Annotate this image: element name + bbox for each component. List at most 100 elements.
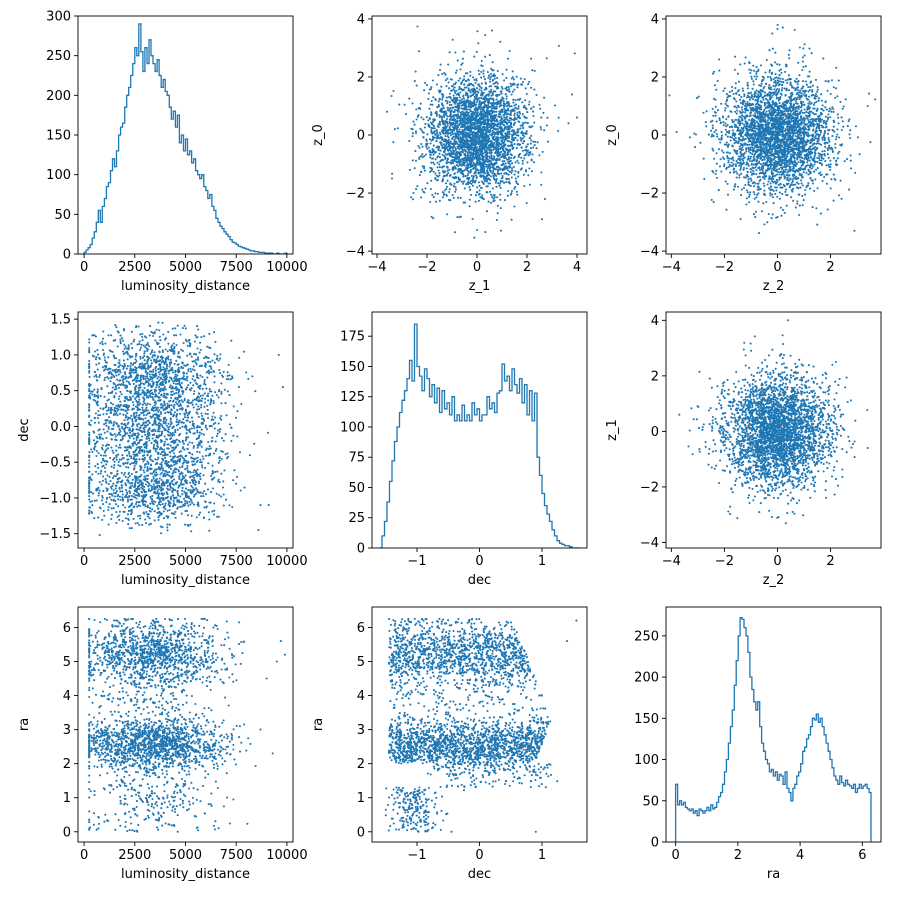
scatter-point (828, 144, 831, 147)
scatter-point (451, 194, 454, 197)
scatter-point (488, 133, 492, 136)
x-tick-label: 0 (473, 260, 481, 275)
scatter-point (735, 170, 738, 173)
scatter-point (498, 116, 501, 119)
scatter-point (764, 119, 767, 122)
scatter-point (466, 157, 469, 160)
scatter-point (469, 170, 472, 173)
scatter-point (771, 193, 774, 196)
scatter-point (429, 200, 432, 204)
scatter-point (517, 155, 520, 159)
scatter-point (493, 141, 496, 144)
scatter-point (780, 214, 783, 217)
scatter-point (481, 107, 484, 110)
scatter-point (479, 119, 482, 122)
scatter-point (450, 142, 453, 145)
scatter-point (477, 153, 480, 156)
scatter-point (761, 159, 764, 162)
scatter-point (528, 167, 531, 170)
scatter-point (473, 156, 476, 159)
scatter-point (492, 107, 495, 110)
scatter-point (457, 145, 460, 148)
scatter-point (390, 94, 393, 98)
scatter-point (822, 157, 825, 160)
scatter-point (459, 159, 462, 162)
scatter-point (494, 85, 497, 88)
scatter-point (437, 100, 440, 103)
scatter-point (805, 171, 808, 174)
scatter-point (795, 93, 798, 96)
scatter-point (471, 143, 474, 146)
scatter-point (457, 109, 460, 112)
scatter-point (460, 170, 463, 173)
scatter-point (473, 116, 476, 119)
scatter-point (473, 108, 477, 111)
scatter-point (744, 183, 747, 187)
scatter-point (754, 182, 757, 185)
scatter-point (514, 177, 517, 180)
scatter-point (488, 143, 491, 146)
scatter-point (472, 134, 475, 137)
scatter-point (477, 105, 480, 108)
scatter-point (514, 170, 517, 173)
scatter-point (452, 153, 455, 156)
scatter-point (501, 96, 504, 99)
scatter-point (840, 197, 843, 200)
scatter-point (479, 85, 482, 88)
scatter-point (418, 146, 421, 149)
scatter-point (829, 159, 832, 162)
scatter-point (803, 154, 806, 157)
scatter-point (456, 113, 459, 116)
scatter-point (429, 103, 432, 106)
scatter-point (464, 93, 467, 97)
scatter-point (796, 200, 799, 203)
scatter-point (441, 196, 444, 199)
scatter-point (530, 170, 533, 173)
scatter-point (831, 134, 834, 138)
scatter-point (725, 143, 728, 146)
scatter-point (466, 174, 469, 177)
y-tick-label: 250 (46, 49, 71, 64)
scatter-point (464, 123, 467, 126)
scatter-point (517, 171, 520, 174)
scatter-point (484, 82, 488, 85)
scatter-point (472, 175, 475, 178)
scatter-point (436, 192, 439, 195)
scatter-point (448, 132, 451, 135)
scatter-point (482, 112, 485, 115)
scatter-point (485, 115, 488, 118)
scatter-point (429, 156, 432, 159)
scatter-point (502, 163, 505, 166)
scatter-point (818, 157, 821, 160)
scatter-point (486, 174, 489, 177)
scatter-point (498, 182, 501, 185)
plot-area (668, 23, 877, 235)
scatter-point (470, 193, 473, 196)
scatter-point (492, 103, 495, 107)
scatter-point (508, 127, 511, 130)
scatter-point (477, 42, 480, 45)
scatter-point (445, 121, 448, 124)
scatter-point (475, 161, 478, 164)
scatter-point (392, 89, 395, 93)
scatter-point (443, 138, 446, 141)
scatter-point (798, 213, 801, 217)
scatter-point (515, 75, 518, 78)
scatter-point (756, 112, 759, 115)
scatter-point (746, 87, 749, 90)
scatter-point (465, 121, 468, 124)
scatter-point (497, 112, 501, 116)
scatter-point (504, 162, 507, 165)
scatter-point (432, 196, 435, 199)
scatter-point (752, 69, 756, 72)
scatter-point (757, 232, 761, 235)
scatter-point (431, 168, 434, 171)
scatter-point (470, 113, 473, 116)
scatter-point (490, 103, 494, 106)
scatter-point (820, 157, 823, 160)
scatter-point (462, 111, 465, 114)
scatter-point (497, 122, 500, 125)
scatter-point (768, 70, 771, 74)
scatter-point (778, 176, 781, 179)
